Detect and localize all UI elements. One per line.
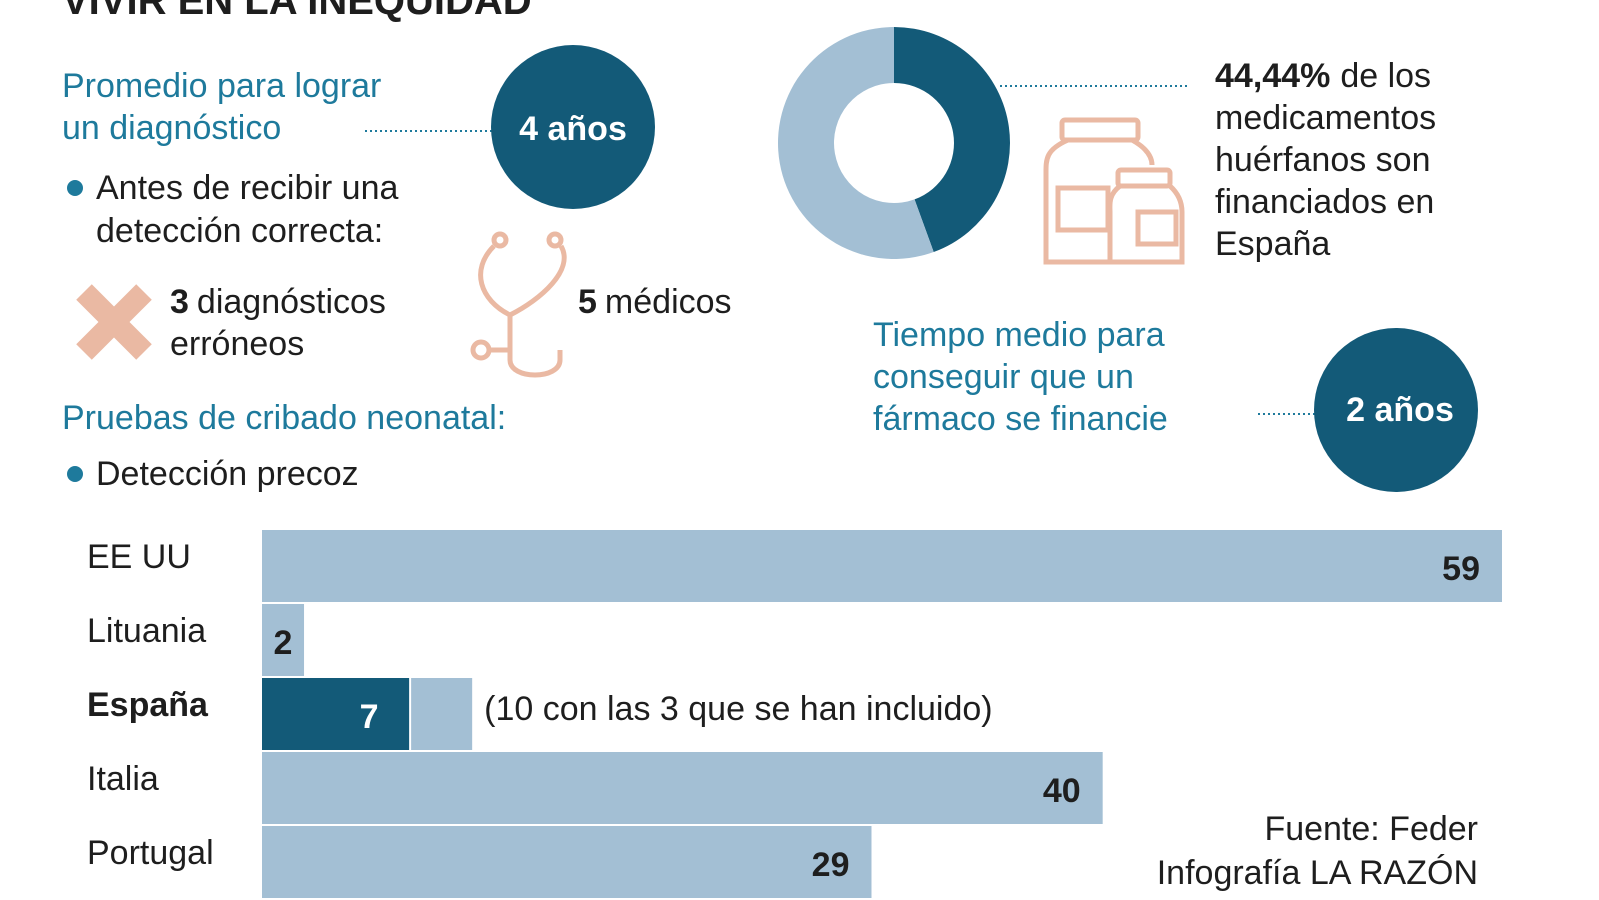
percent-label: 44,44% — [1215, 57, 1330, 95]
time-heading: conseguir que un — [873, 358, 1134, 396]
category-label: Portugal — [87, 834, 214, 872]
value-label: 7 — [360, 698, 379, 736]
stethoscope-icon — [470, 231, 567, 378]
badge-text: 4 años — [519, 110, 627, 148]
doctors: 5 médicos — [578, 283, 732, 321]
title: VIVIR EN LA INEQUIDAD — [62, 0, 532, 23]
funding-text: financiados en — [1215, 183, 1434, 221]
jars-icon — [1043, 117, 1185, 265]
category-label: España — [87, 686, 209, 724]
credit: Infografía LA RAZÓN — [1157, 854, 1478, 892]
doctors-text: médicos — [605, 283, 732, 321]
funding-text: de los — [1340, 57, 1431, 95]
bullet-text: Antes de recibir una — [96, 169, 398, 207]
screening-heading: Pruebas de cribado neonatal: — [62, 399, 506, 437]
errors: 3 diagnósticos — [170, 283, 386, 321]
category-label: Italia — [87, 760, 159, 798]
value-label: 29 — [812, 846, 850, 884]
funding: 44,44% de los — [1215, 57, 1431, 95]
pie-slice — [894, 27, 1010, 252]
funding-text: huérfanos son — [1215, 141, 1431, 179]
badge — [1314, 328, 1478, 492]
badge — [491, 45, 655, 209]
bar — [262, 604, 305, 676]
category-label: Lituania — [87, 612, 206, 650]
annotation: (10 con las 3 que se han incluido) — [484, 690, 992, 728]
badge-text: 2 años — [1346, 391, 1454, 429]
time-heading: Tiempo medio para — [873, 316, 1165, 354]
time-heading: fármaco se financie — [873, 400, 1168, 438]
funding-text: España — [1215, 225, 1330, 263]
bullet — [67, 466, 83, 482]
errors-text: erróneos — [170, 325, 304, 363]
x-icon — [76, 284, 152, 360]
doctors-number: 5 — [578, 283, 597, 321]
bullet-text: Detección precoz — [96, 455, 359, 493]
value-label: 59 — [1442, 550, 1480, 588]
bullet — [67, 180, 83, 196]
bar — [262, 678, 410, 750]
bullet-text: detección correcta: — [96, 212, 383, 250]
source: Fuente: Feder — [1264, 810, 1478, 848]
bar — [262, 530, 1502, 602]
bar — [262, 826, 872, 898]
value-label: 40 — [1043, 772, 1081, 810]
bar — [262, 752, 1103, 824]
errors-number: 3 — [170, 283, 189, 321]
funding-text: medicamentos — [1215, 99, 1436, 137]
bar-segment — [411, 678, 473, 750]
errors-text: diagnósticos — [197, 283, 386, 321]
diagnosis-heading: Promedio para lograr — [62, 67, 381, 105]
value-label: 2 — [274, 624, 293, 662]
category-label: EE UU — [87, 538, 191, 576]
pie-slice — [777, 26, 934, 260]
diagnosis-heading: un diagnóstico — [62, 109, 281, 147]
